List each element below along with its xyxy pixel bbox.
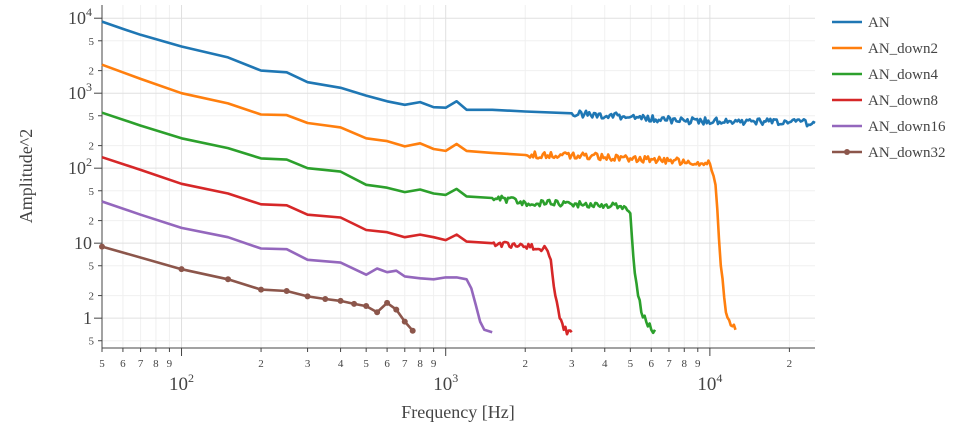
legend-marker-AN_down32 xyxy=(844,149,850,155)
y-major-tick-label: 102 xyxy=(68,155,92,178)
y-major-tick-label: 10 xyxy=(74,233,92,253)
y-tick-label: 5 xyxy=(89,336,95,348)
series-line-AN_down16 xyxy=(101,200,493,334)
y-tick-label: 2 xyxy=(89,141,95,153)
legend-label: AN_down8 xyxy=(868,93,938,109)
data-point-AN_down32 xyxy=(322,296,329,303)
y-major-tick-label: 103 xyxy=(68,80,92,103)
x-tick-label: 4 xyxy=(338,358,344,370)
legend-label: AN_down2 xyxy=(868,41,938,57)
data-point-AN_down32 xyxy=(384,299,391,306)
y-tick-label: 5 xyxy=(89,186,95,198)
data-point-AN_down32 xyxy=(99,243,105,250)
x-tick-label: 3 xyxy=(569,358,575,370)
x-tick-label: 5 xyxy=(363,358,369,370)
series-line-AN_down2 xyxy=(101,63,737,331)
x-tick-label: 5 xyxy=(628,358,634,370)
y-tick-label: 2 xyxy=(89,291,95,303)
data-point-AN_down32 xyxy=(225,276,232,283)
data-point-AN_down32 xyxy=(283,288,290,295)
y-tick-label: 2 xyxy=(89,66,95,78)
x-tick-label: 5 xyxy=(99,358,105,370)
legend-label: AN xyxy=(868,15,890,31)
x-tick-label: 9 xyxy=(167,358,173,370)
data-point-AN_down32 xyxy=(337,297,344,304)
legend-label: AN_down4 xyxy=(868,67,938,83)
data-point-AN_down32 xyxy=(178,266,185,273)
y-axis-title: Amplitude^2 xyxy=(16,129,36,223)
grid xyxy=(101,5,815,348)
x-tick-label: 6 xyxy=(384,358,390,370)
y-tick-label: 2 xyxy=(89,216,95,228)
x-tick-label: 7 xyxy=(402,358,408,370)
series-line-AN xyxy=(101,20,816,128)
data-point-AN_down32 xyxy=(304,293,311,300)
data-point-AN_down32 xyxy=(374,309,381,316)
x-tick-label: 2 xyxy=(258,358,264,370)
x-tick-label: 8 xyxy=(153,358,159,370)
x-tick-label: 9 xyxy=(431,358,437,370)
y-tick-label: 5 xyxy=(89,261,95,273)
x-major-tick-label: 102 xyxy=(169,371,194,395)
series-lines xyxy=(99,20,816,336)
x-major-tick-label: 104 xyxy=(697,371,722,395)
legend: AN AN_down2 AN_down4 AN_down8 AN_down16 AN_do… xyxy=(832,15,946,161)
y-tick-label: 5 xyxy=(89,111,95,123)
x-major-tick-label: 103 xyxy=(433,371,458,395)
series-line-AN_down8 xyxy=(101,155,573,336)
data-point-AN_down32 xyxy=(351,300,358,307)
x-tick-label: 9 xyxy=(695,358,701,370)
x-tick-label: 3 xyxy=(305,358,311,370)
x-tick-label: 4 xyxy=(602,358,608,370)
y-major-tick-label: 1 xyxy=(83,308,92,328)
y-tick-label: 5 xyxy=(89,36,95,48)
data-point-AN_down32 xyxy=(393,306,400,313)
x-axis-title: Frequency [Hz] xyxy=(401,402,514,422)
x-tick-label: 8 xyxy=(417,358,423,370)
data-point-AN_down32 xyxy=(409,327,416,334)
x-tick-label: 2 xyxy=(522,358,528,370)
series-line-AN_down4 xyxy=(101,111,657,335)
x-tick-label: 2 xyxy=(787,358,793,370)
x-tick-label: 8 xyxy=(682,358,688,370)
x-tick-label: 7 xyxy=(138,358,144,370)
x-tick-label: 6 xyxy=(649,358,655,370)
data-point-AN_down32 xyxy=(401,318,408,325)
x-tick-label: 6 xyxy=(120,358,126,370)
data-point-AN_down32 xyxy=(258,286,265,293)
legend-label: AN_down32 xyxy=(868,145,946,161)
legend-label: AN_down16 xyxy=(868,119,946,135)
x-tick-label: 7 xyxy=(666,358,672,370)
y-major-tick-label: 104 xyxy=(68,5,92,28)
data-point-AN_down32 xyxy=(363,303,370,310)
